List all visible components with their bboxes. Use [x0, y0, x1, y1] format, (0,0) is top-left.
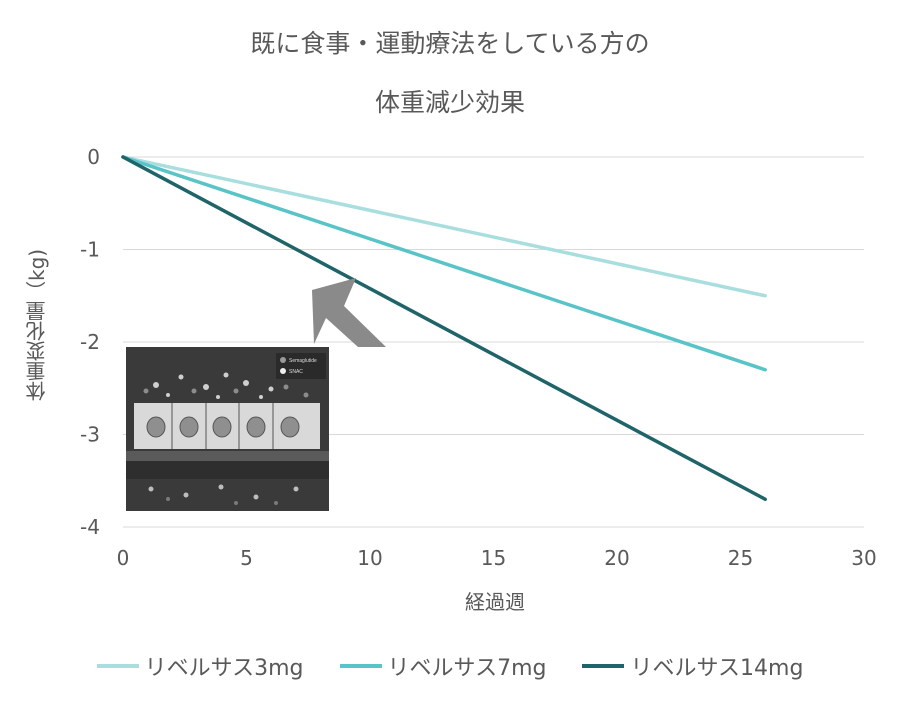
mechanism-illustration: Semaglutide SNAC [126, 347, 329, 511]
x-axis-label: 経過週 [465, 590, 525, 614]
legend-item-3mg: リベルサス3mg [96, 650, 304, 682]
x-tick-label: 5 [240, 546, 253, 570]
y-tick-label: 0 [87, 145, 100, 169]
legend-label-7mg: リベルサス7mg [387, 656, 547, 681]
chart-legend: リベルサス3mg リベルサス7mg リベルサス14mg [0, 650, 900, 682]
y-tick-label: -3 [80, 423, 100, 447]
x-tick-label: 0 [117, 546, 130, 570]
chart-title: 既に食事・運動療法をしている方の [250, 29, 650, 58]
series-lines [121, 155, 767, 501]
x-tick-label: 20 [604, 546, 629, 570]
legend-label-14mg: リベルサス14mg [630, 656, 804, 681]
legend-label-3mg: リベルサス3mg [144, 656, 304, 681]
series-line-0 [121, 155, 767, 298]
legend-item-14mg: リベルサス14mg [582, 650, 803, 682]
y-tick-label: -4 [80, 515, 100, 539]
mechanism-image: Semaglutide SNAC [126, 347, 329, 511]
legend-swatch-3mg [96, 664, 139, 668]
legend-item-7mg: リベルサス7mg [339, 650, 547, 682]
chart-subtitle: 体重減少効果 [374, 88, 525, 117]
x-tick-label: 10 [357, 546, 382, 570]
y-tick-label: -1 [80, 238, 100, 262]
y-axis-label: 体重変化量（kg) [25, 248, 49, 402]
series-line-1 [121, 155, 767, 372]
y-tick-labels: 0 -1 -2 -3 -4 [80, 145, 100, 539]
y-tick-label: -2 [80, 330, 100, 354]
x-tick-label: 25 [728, 546, 753, 570]
x-tick-labels: 0 5 10 15 20 25 30 [117, 546, 877, 570]
x-tick-label: 30 [851, 546, 876, 570]
legend-swatch-7mg [339, 664, 382, 668]
legend-swatch-14mg [582, 664, 625, 668]
x-tick-label: 15 [481, 546, 506, 570]
series-line-2 [121, 155, 767, 501]
inset-legend-snac: SNAC [289, 369, 303, 375]
inset-legend-semaglutide: Semaglutide [289, 358, 317, 364]
down-right-arrow-icon [312, 278, 386, 347]
